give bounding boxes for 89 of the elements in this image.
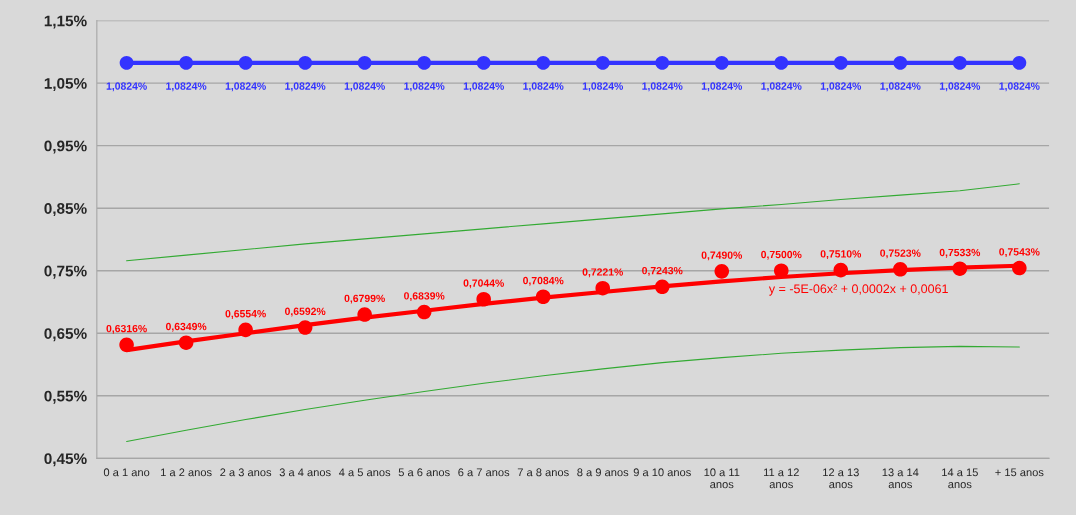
point: [595, 55, 610, 70]
point: [298, 55, 313, 70]
data-label: 1,0824%: [999, 82, 1040, 92]
point: [1012, 55, 1027, 70]
point: [893, 262, 908, 277]
data-label: 1,0824%: [344, 82, 385, 92]
point: [595, 280, 611, 296]
point: [357, 307, 372, 322]
point: [417, 55, 432, 70]
x-tick-label: 6 a 7 anos: [458, 468, 510, 477]
point: [833, 55, 848, 70]
y-tick-label: 0,75%: [44, 265, 87, 279]
point: [833, 262, 849, 278]
y-tick-label: 1,15%: [44, 15, 87, 29]
data-label: 0,6554%: [225, 310, 266, 319]
data-label: 0,7510%: [820, 250, 862, 260]
point: [119, 337, 134, 353]
x-tick-label: 9 a 10 anos: [633, 468, 691, 477]
data-label: 0,6799%: [344, 294, 385, 304]
x-tick-label: + 15 anos: [995, 468, 1044, 477]
x-tick-label: 10 a 11 anos: [704, 468, 740, 489]
data-label: 1,0824%: [106, 82, 147, 92]
data-label: 1,0824%: [523, 82, 564, 92]
x-tick-label: 3 a 4 anos: [279, 468, 331, 477]
data-label: 0,7533%: [939, 248, 981, 258]
point: [476, 55, 491, 70]
data-label: 1,0824%: [285, 82, 326, 92]
data-label: 1,0824%: [880, 82, 921, 92]
point: [714, 55, 729, 70]
data-label: 0,7243%: [642, 266, 683, 276]
x-tick-label: 4 a 5 anos: [338, 468, 391, 477]
data-label: 0,7044%: [463, 279, 504, 289]
data-label: 1,0824%: [761, 82, 802, 92]
x-tick-label: 2 a 3 anos: [220, 468, 272, 477]
point: [655, 55, 670, 70]
point: [238, 322, 253, 338]
data-label: 1,0824%: [166, 82, 207, 92]
y-tick-label: 0,95%: [44, 140, 87, 154]
point: [654, 279, 670, 295]
data-label: 1,0824%: [701, 82, 743, 92]
data-label: 1,0824%: [404, 82, 445, 92]
x-tick-label: 0 a 1 ano: [103, 468, 150, 477]
x-tick-label: 1 a 2 anos: [161, 468, 212, 477]
data-label: 1,0824%: [642, 82, 683, 92]
x-tick-label: 5 a 6 anos: [398, 468, 450, 477]
point: [357, 55, 372, 70]
data-label: 0,7084%: [523, 276, 564, 286]
x-tick-label: 14 a 15 anos: [942, 468, 978, 489]
point: [476, 291, 491, 307]
point: [536, 55, 551, 70]
data-label: 1,0824%: [939, 82, 981, 92]
data-label: 1,0824%: [225, 82, 266, 92]
point: [416, 304, 432, 320]
data-label: 0,6316%: [106, 324, 147, 334]
x-tick-label: 7 a 8 anos: [517, 468, 569, 477]
y-tick-label: 0,65%: [44, 328, 87, 342]
data-label: 0,7523%: [880, 249, 921, 259]
y-tick-label: 0,55%: [44, 390, 87, 404]
point: [179, 55, 194, 70]
point: [893, 55, 908, 70]
annotation: y = -5E-06x² + 0,0002x + 0,0061: [768, 284, 948, 296]
point: [774, 55, 789, 70]
point: [952, 55, 967, 70]
data-label: 1,0824%: [463, 82, 504, 92]
line-series: [126, 345, 1020, 443]
point: [297, 320, 313, 335]
x-tick-label: 13 a 14 anos: [882, 468, 919, 489]
data-label: 0,6839%: [404, 292, 445, 302]
point: [178, 335, 194, 350]
y-tick-label: 1,05%: [44, 78, 87, 92]
point: [119, 55, 134, 70]
point: [952, 261, 968, 276]
data-label: 0,7490%: [701, 251, 743, 261]
data-label: 1,0824%: [820, 82, 862, 92]
data-label: 0,6592%: [285, 307, 326, 317]
data-label: 0,7500%: [761, 250, 802, 260]
y-tick-label: 0,45%: [44, 453, 87, 467]
data-label: 0,7221%: [582, 268, 624, 278]
point: [238, 55, 253, 70]
x-tick-label: 12 a 13 anos: [823, 468, 859, 489]
data-label: 0,7543%: [999, 248, 1040, 258]
data-label: 1,0824%: [582, 82, 624, 92]
x-tick-label: 8 a 9 anos: [577, 468, 629, 477]
point: [714, 264, 730, 279]
point: [1012, 260, 1027, 276]
x-tick-label: 11 a 12 anos: [764, 468, 799, 489]
data-label: 0,6349%: [165, 322, 207, 332]
y-tick-label: 0,85%: [44, 203, 87, 217]
point: [535, 289, 551, 305]
